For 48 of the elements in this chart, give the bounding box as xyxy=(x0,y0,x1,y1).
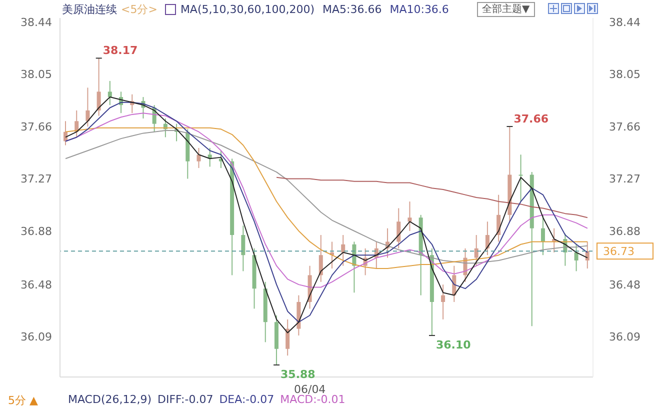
candlestick xyxy=(286,318,290,356)
ref-line-label: 36.73 xyxy=(603,245,634,258)
text: MACD(26,12,9) xyxy=(68,393,152,408)
candlestick xyxy=(540,214,545,256)
candlestick xyxy=(408,201,412,232)
candlestick xyxy=(441,284,446,320)
y2-tick-label: 36.09 xyxy=(609,330,640,344)
annotation: 35.88 xyxy=(280,368,316,381)
candlestick xyxy=(86,87,90,128)
theme-dropdown: 全部主题▼ xyxy=(477,2,535,17)
candlestick xyxy=(396,208,401,249)
x-tick-label: 06/04 xyxy=(294,382,326,396)
text: 5分 ▲ xyxy=(8,393,38,408)
y-tick-label: 36.48 xyxy=(20,278,52,292)
candlestick xyxy=(196,147,201,169)
y-tick-label: 37.27 xyxy=(20,172,52,186)
candlestick xyxy=(574,244,578,272)
y2-tick-label: 38.05 xyxy=(609,68,640,82)
y-tick-label: 38.05 xyxy=(20,68,52,82)
candlestick xyxy=(485,221,490,256)
candlestick xyxy=(318,234,323,282)
chart-subtitle: <5分> xyxy=(121,2,158,17)
text: MA10:36.6 xyxy=(390,3,449,16)
y-tick-label: 38.44 xyxy=(20,16,52,29)
annotation: 37.66 xyxy=(514,112,549,126)
text: MA(5,10,30,60,100,200) xyxy=(180,3,314,16)
y-tick-label: 36.09 xyxy=(20,330,52,344)
annotation: 38.17 xyxy=(102,44,138,58)
candlestick xyxy=(341,234,346,266)
text: MACD:-0.01 xyxy=(280,393,346,408)
text: DEA:-0.07 xyxy=(219,393,274,408)
candlestick xyxy=(96,58,101,116)
candlestick xyxy=(108,80,112,106)
candlestick xyxy=(474,234,478,266)
candlestick xyxy=(241,225,246,272)
annotation: 36.10 xyxy=(436,338,472,352)
text: DIFF:-0.07 xyxy=(158,393,214,408)
y2-tick-label: 36.88 xyxy=(609,224,640,238)
y2-tick-label: 37.66 xyxy=(609,120,640,134)
y2-tick-label: 37.27 xyxy=(609,172,640,186)
text: MA5:36.66 xyxy=(322,3,382,16)
y-tick-label: 37.66 xyxy=(20,120,52,134)
line-series xyxy=(276,176,588,218)
y-tick-label: 36.88 xyxy=(20,224,52,238)
y2-tick-label: 38.44 xyxy=(609,16,640,29)
candlestick xyxy=(518,154,523,202)
y2-tick-label: 36.48 xyxy=(609,278,640,292)
chart-title: 美原油连续 xyxy=(62,2,117,17)
